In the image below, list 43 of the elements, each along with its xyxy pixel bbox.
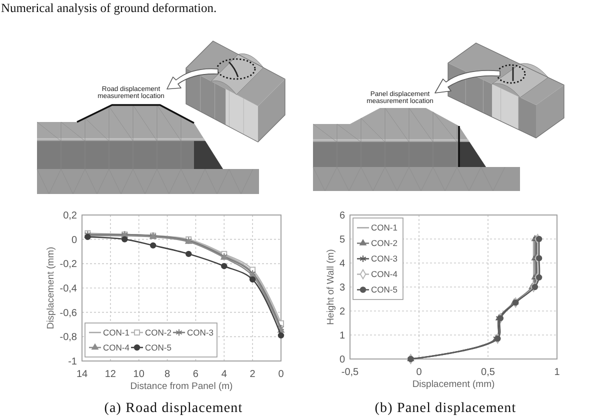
y-tick-label: 2 [339,306,346,318]
y-tick-label: -0,8 [60,332,78,344]
text: Numerical analysis of ground deformation. [1,1,217,15]
y-tick-label: 5 [339,234,346,246]
y-tick-label: 4 [339,258,346,270]
y-tick-label: 1 [339,330,346,342]
x-tick-label: 6 [192,369,199,380]
text: (a) Road displacement [104,401,243,416]
y-tick-label: 0 [71,234,78,246]
y-tick-label: 6 [339,210,346,222]
y-tick-label: -0,2 [60,259,78,270]
x-tick-label: 14 [76,369,88,380]
x-axis-title: Displacement (mm) [412,379,495,390]
y-tick-label: 0 [339,354,346,366]
x-tick-label: 1 [554,367,560,378]
y-tick-label: -0,4 [60,284,78,294]
x-tick-label: 12 [104,369,116,380]
y-axis-title: Height of Wall (m) [325,249,336,325]
legend-label: CON-2 [371,238,398,248]
y-tick-label: -1 [68,356,78,368]
y-axis-title: Displacement (mm) [45,246,56,330]
legend-label: CON-4 [103,342,130,352]
x-tick-label: 2 [250,369,256,380]
legend-label: CON-1 [103,327,130,338]
legend-label: CON-3 [371,254,398,264]
x-tick-label: 4 [221,369,228,380]
x-tick-label: 0 [278,369,284,380]
legend-label: CON-3 [187,327,214,338]
y-tick-label: -0,6 [60,308,78,319]
legend-label: CON-5 [371,284,398,295]
legend-label: CON-1 [371,222,398,233]
legend-label: CON-2 [145,327,172,338]
x-tick-label: -0,5 [341,367,360,378]
x-tick-label: 10 [133,369,145,380]
text: (b) Panel displacement [374,401,516,416]
x-tick-label: 0 [416,367,422,378]
legend-label: CON-5 [145,342,172,352]
x-tick-label: 0,5 [481,367,496,378]
y-tick-label: 3 [339,282,346,294]
x-axis-title: Distance from Panel (m) [130,381,233,392]
legend-label: CON-4 [371,269,398,280]
x-tick-label: 8 [164,369,171,380]
y-tick-label: 0,2 [63,210,78,222]
